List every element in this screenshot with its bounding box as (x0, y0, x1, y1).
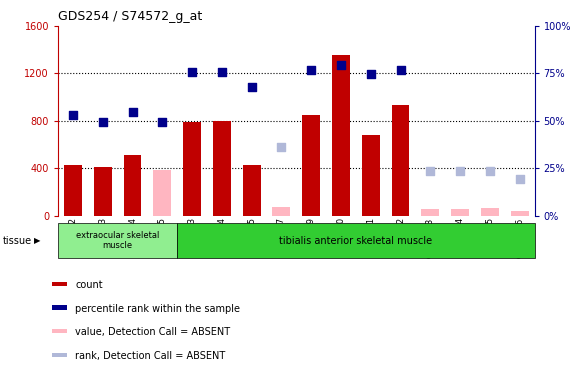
Point (69, 112, 78, 118)
Bar (362, 135, 379, 216)
Bar (64, 165, 82, 216)
Text: rank, Detection Call = ABSENT: rank, Detection Call = ABSENT (76, 351, 225, 361)
Bar (52, 305, 67, 310)
Point (98, 119, 107, 125)
Point (366, 71, 375, 77)
Point (396, 67, 405, 72)
Point (217, 69, 227, 75)
Text: GDS254 / S74572_g_at: GDS254 / S74572_g_at (58, 10, 202, 23)
Bar (213, 121, 231, 216)
Bar (183, 122, 201, 216)
Bar (58, 223, 177, 258)
Point (485, 168, 494, 174)
Point (157, 119, 167, 125)
Point (277, 144, 286, 150)
Bar (124, 155, 141, 216)
Point (247, 85, 256, 90)
Bar (177, 223, 535, 258)
Bar (153, 169, 171, 216)
Point (336, 62, 346, 68)
Bar (392, 105, 410, 216)
Text: percentile rank within the sample: percentile rank within the sample (76, 304, 240, 314)
Bar (302, 115, 320, 216)
Point (128, 109, 137, 115)
Point (188, 69, 197, 75)
Text: value, Detection Call = ABSENT: value, Detection Call = ABSENT (76, 328, 230, 337)
Point (426, 168, 435, 174)
Point (456, 168, 465, 174)
Text: ▶: ▶ (34, 236, 40, 245)
Bar (243, 165, 260, 216)
Point (307, 67, 316, 72)
Bar (52, 353, 67, 357)
Bar (94, 167, 112, 216)
Bar (481, 208, 498, 216)
Text: tissue: tissue (3, 236, 32, 246)
Bar (332, 55, 350, 216)
Bar (272, 207, 290, 216)
Bar (52, 282, 67, 286)
Point (515, 176, 524, 182)
Text: tibialis anterior skeletal muscle: tibialis anterior skeletal muscle (279, 236, 432, 246)
Text: count: count (76, 280, 103, 290)
Bar (421, 209, 439, 216)
Bar (511, 210, 529, 216)
Text: extraocular skeletal
muscle: extraocular skeletal muscle (76, 231, 159, 250)
Bar (451, 209, 469, 216)
Bar (52, 329, 67, 333)
